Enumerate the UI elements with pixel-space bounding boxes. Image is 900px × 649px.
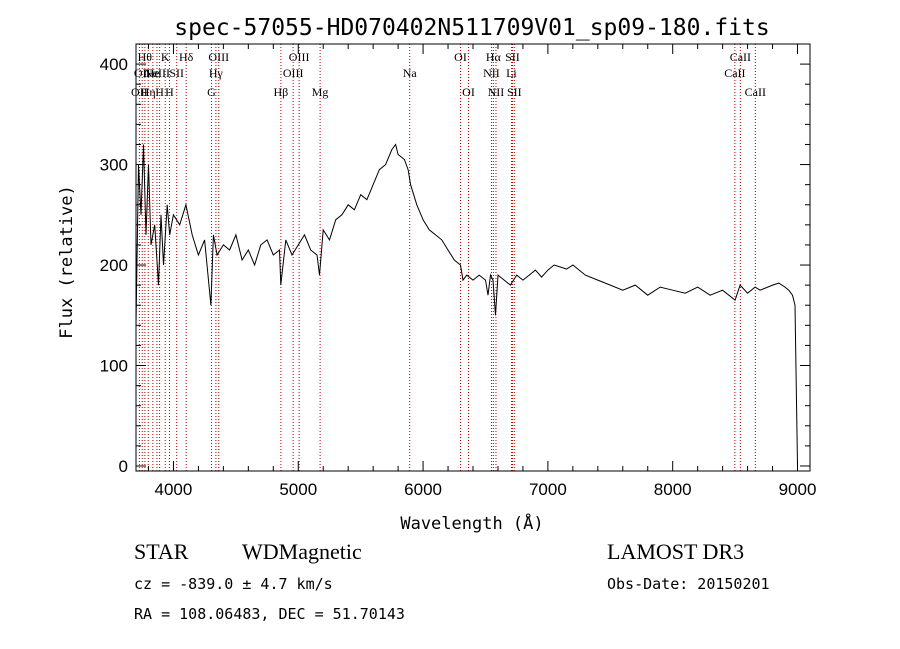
y-tick-label: 0 — [119, 457, 128, 476]
line-label-OI: OI — [462, 85, 475, 99]
line-label-SII: SII — [507, 85, 522, 99]
line-label-Hθ: Hθ — [138, 50, 153, 64]
line-label-Hβ: Hβ — [274, 85, 289, 99]
survey-label: LAMOST DR3 — [607, 539, 744, 564]
line-label-OIII: OIII — [208, 50, 229, 64]
x-tick-label: 6000 — [404, 480, 442, 499]
line-label-CaII: CaII — [745, 85, 766, 99]
line-label-NII: NII — [488, 85, 505, 99]
line-label-CaII: CaII — [730, 50, 751, 64]
line-label-Hδ: Hδ — [179, 50, 194, 64]
line-label-H: H — [155, 85, 164, 99]
line-label-G: G — [207, 85, 216, 99]
obs-date-text: Obs-Date: 20150201 — [607, 575, 770, 593]
line-label-CaII: CaII — [724, 66, 745, 80]
line-label-OII: OII — [134, 66, 151, 80]
line-label-Na: Na — [403, 66, 418, 80]
ra-dec-text: RA = 108.06483, DEC = 51.70143 — [134, 605, 405, 623]
line-label-OIII: OIII — [283, 66, 304, 80]
class-label: STAR — [134, 539, 189, 564]
x-tick-label: 8000 — [654, 480, 692, 499]
line-label-SII: SII — [169, 66, 184, 80]
line-label-K: K — [161, 50, 170, 64]
line-label-H: H — [165, 85, 174, 99]
plot-frame — [135, 43, 811, 472]
line-label-Hη: Hη — [141, 85, 156, 99]
x-tick-label: 5000 — [279, 480, 317, 499]
spectral-line-markers — [138, 44, 756, 471]
y-axis-label: Flux (relative) — [57, 185, 77, 339]
line-label-Hγ: Hγ — [209, 66, 224, 80]
y-tick-label: 200 — [100, 256, 128, 275]
y-tick-label: 400 — [100, 55, 128, 74]
y-axis-ticks: 0 100 200 300 400 — [100, 55, 810, 476]
chart-title: spec-57055-HD070402N511709V01_sp09-180.f… — [174, 15, 769, 41]
y-tick-label: 100 — [100, 357, 128, 376]
line-label-Li: Li — [506, 66, 517, 80]
cz-text: cz = -839.0 ± 4.7 km/s — [134, 575, 333, 593]
y-tick-label: 300 — [100, 156, 128, 175]
x-tick-label: 7000 — [529, 480, 567, 499]
line-label-He: He — [146, 66, 160, 80]
line-label-OII: OII — [131, 85, 148, 99]
line-label-OI: OI — [454, 50, 467, 64]
x-tick-label: 9000 — [779, 480, 817, 499]
line-label-Mg: Mg — [312, 85, 329, 99]
x-axis-ticks: 4000 5000 6000 7000 8000 9000 — [147, 44, 817, 499]
subclass-label: WDMagnetic — [242, 539, 362, 564]
line-label-Hα: Hα — [486, 50, 502, 64]
line-label-OIII: OIII — [289, 50, 310, 64]
x-axis-label: Wavelength (Å) — [400, 512, 543, 534]
x-tick-label: 4000 — [155, 480, 193, 499]
spectrum-series-line — [135, 143, 798, 467]
line-label-SII: SII — [505, 50, 520, 64]
line-label-NII: NII — [483, 66, 500, 80]
line-label-NeIII: NeIII — [144, 66, 170, 80]
